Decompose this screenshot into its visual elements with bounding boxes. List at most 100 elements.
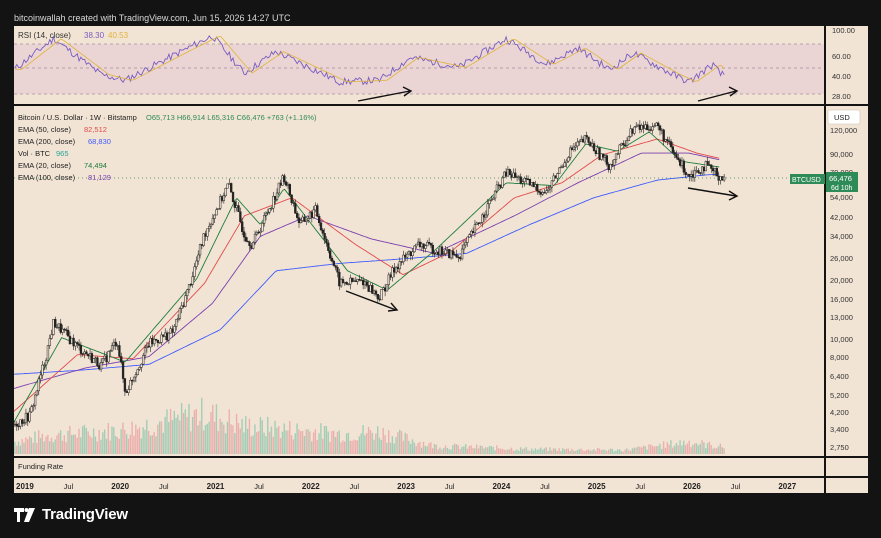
volume-bar bbox=[265, 436, 267, 454]
rsi-tick-0: 100.00 bbox=[832, 26, 855, 35]
candle-body bbox=[103, 355, 106, 359]
candle-body bbox=[501, 177, 504, 188]
volume-bar bbox=[466, 448, 469, 454]
volume-bar bbox=[694, 443, 696, 454]
volume-bar bbox=[184, 409, 186, 454]
volume-bar bbox=[14, 441, 16, 454]
volume-bar bbox=[283, 423, 285, 454]
candle-body bbox=[660, 129, 664, 131]
volume-bar bbox=[59, 430, 62, 454]
candle-body bbox=[94, 357, 97, 359]
volume-bar bbox=[263, 432, 265, 454]
volume-bar bbox=[508, 449, 511, 454]
currency-box[interactable] bbox=[827, 109, 861, 125]
volume-bar bbox=[530, 448, 533, 454]
candle-body bbox=[411, 251, 414, 256]
volume-bar bbox=[510, 447, 513, 454]
volume-bar bbox=[532, 450, 535, 454]
volume-bar bbox=[168, 422, 170, 454]
candle-body bbox=[609, 164, 612, 171]
candle-body bbox=[550, 180, 554, 188]
volume-bar bbox=[384, 435, 386, 454]
candle-body bbox=[131, 380, 134, 382]
candle-body bbox=[629, 128, 632, 137]
candle-body bbox=[39, 374, 42, 380]
price-arrow-2-head bbox=[728, 190, 739, 201]
candle-body bbox=[98, 365, 101, 370]
volume-bar bbox=[644, 446, 646, 454]
volume-bar bbox=[360, 433, 362, 454]
volume-bar bbox=[234, 433, 236, 454]
candle-body bbox=[438, 246, 442, 256]
candle-body bbox=[83, 351, 86, 354]
candle-body bbox=[415, 243, 418, 247]
candle-body bbox=[54, 319, 57, 328]
volume-bar bbox=[382, 427, 384, 454]
candle-body bbox=[530, 182, 533, 186]
volume-bar bbox=[347, 432, 350, 454]
volume-bar bbox=[250, 436, 252, 454]
candle-body bbox=[591, 143, 594, 147]
candle-body bbox=[416, 241, 420, 245]
tradingview-logo[interactable]: TradingView bbox=[14, 506, 128, 523]
volume-bar bbox=[496, 445, 498, 454]
volume-bar bbox=[697, 445, 700, 454]
volume-bar bbox=[243, 432, 245, 454]
volume-bar bbox=[221, 421, 223, 454]
candle-body bbox=[325, 238, 328, 244]
volume-bar bbox=[367, 426, 370, 454]
volume-bar bbox=[395, 437, 397, 454]
candle-body bbox=[224, 187, 227, 197]
candle-body bbox=[596, 147, 599, 154]
volume-bar bbox=[497, 448, 500, 454]
legend-ema100-value: 81,129 bbox=[88, 173, 111, 182]
candle-body bbox=[576, 141, 579, 147]
rsi-arrow-1 bbox=[357, 90, 411, 102]
candle-body bbox=[644, 124, 647, 129]
volume-bar bbox=[705, 448, 707, 454]
volume-bar bbox=[155, 436, 157, 454]
candle-body bbox=[534, 184, 537, 188]
volume-bar bbox=[672, 447, 674, 454]
candle-body bbox=[35, 390, 39, 396]
legend-ema50-label: EMA (50, close) bbox=[18, 125, 71, 134]
candle-body bbox=[482, 214, 486, 218]
volume-bar bbox=[34, 431, 36, 454]
candle-body bbox=[50, 334, 53, 339]
candle-body bbox=[134, 374, 138, 378]
volume-bar bbox=[290, 435, 293, 454]
candle-body bbox=[149, 338, 152, 348]
candle-body bbox=[292, 202, 295, 204]
divergence-arrows bbox=[345, 86, 739, 312]
candle-body bbox=[303, 216, 306, 222]
volume-bar bbox=[692, 444, 694, 454]
volume-bar bbox=[43, 441, 45, 454]
volume-bar bbox=[543, 448, 546, 454]
candle-body bbox=[451, 250, 455, 255]
volume-bar bbox=[373, 439, 375, 454]
candle-body bbox=[74, 342, 77, 347]
candle-body bbox=[479, 222, 482, 224]
volume-bar bbox=[270, 426, 273, 454]
candle-body bbox=[79, 345, 83, 354]
candle-body bbox=[354, 280, 357, 282]
volume-bar bbox=[485, 447, 487, 454]
candle-body bbox=[613, 159, 616, 166]
candle-body bbox=[41, 364, 44, 376]
candle-body bbox=[378, 298, 381, 301]
candle-body bbox=[405, 253, 409, 258]
volume-bar bbox=[474, 448, 476, 454]
candle-body bbox=[250, 245, 253, 249]
candle-body bbox=[653, 125, 656, 128]
candle-body bbox=[72, 337, 75, 347]
volume-bar bbox=[201, 397, 203, 454]
volume-bar bbox=[314, 429, 317, 454]
volume-bar bbox=[455, 444, 458, 454]
candle-body bbox=[669, 141, 673, 147]
candle-body bbox=[105, 355, 108, 363]
candle-body bbox=[464, 242, 467, 246]
candle-body bbox=[52, 319, 55, 335]
volume-bar bbox=[355, 440, 357, 454]
volume-bar bbox=[673, 445, 676, 454]
